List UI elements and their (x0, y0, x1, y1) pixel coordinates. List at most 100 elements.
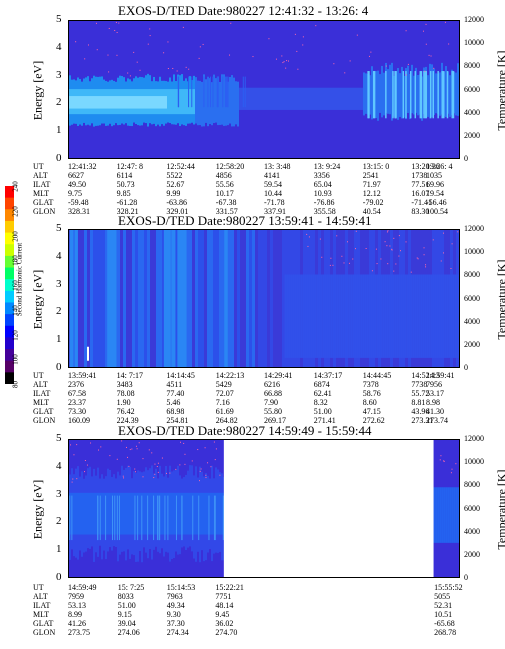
ephemeris-value: 7.90 (264, 398, 278, 407)
colorbar-swatch (5, 209, 14, 222)
ephemeris-value: 329.01 (166, 207, 189, 216)
y-tick-label: 3 (56, 68, 62, 81)
ephemeris-value: 8.99 (68, 610, 82, 619)
ephemeris-value: 8.81 (411, 398, 426, 407)
ephemeris-value: 273.31 (411, 416, 434, 425)
panel-title: EXOS-D/TED Date:980227 13:59:41 - 14:59:… (118, 213, 372, 228)
spectrogram-image (69, 440, 459, 577)
y-tick-label: 5 (56, 13, 62, 25)
colorbar-tick-label: 240 (11, 181, 20, 192)
ephemeris-value: 52.67 (166, 180, 185, 189)
panel-title: EXOS-D/TED Date:980227 12:41:32 - 13:26:… (118, 3, 369, 18)
ephemeris-value: 13: 3:48 (264, 162, 291, 171)
ephemeris-value: 4141 (264, 171, 280, 180)
ephemeris-value: 39.04 (117, 619, 136, 628)
ephemeris-row-label: GLON (33, 416, 56, 425)
ephemeris-value: 36.02 (215, 619, 234, 628)
spectrogram-image (69, 21, 459, 158)
colorbar-swatch (5, 337, 14, 350)
ephemeris-value: 6114 (116, 171, 133, 180)
ephemeris-value: -63.86 (166, 198, 188, 207)
ephemeris-value: -71.41 (411, 198, 433, 207)
ephemeris-value: 1.90 (116, 398, 131, 407)
ephemeris-row-label: GLON (33, 628, 56, 637)
ephemeris-value: 274.06 (117, 628, 140, 637)
ephemeris-row-label: GLON (33, 207, 56, 216)
ephemeris-value: 73.30 (68, 407, 86, 416)
ephemeris-value: 77.40 (166, 389, 185, 398)
ephemeris-value: 10.51 (434, 610, 453, 619)
ephemeris-row-label: UT (33, 162, 44, 171)
colorbar-swatch (5, 302, 14, 315)
colorbar-swatch (5, 186, 14, 199)
y-axis-label: Energy [eV] (30, 60, 45, 120)
ephemeris-value: 51.00 (313, 407, 332, 416)
ephemeris-value: 15:22:21 (215, 583, 244, 592)
y2-tick-label: 8000 (464, 480, 480, 490)
colorbar-tick-label: 80 (11, 381, 20, 388)
y2-tick-label: 0 (464, 363, 468, 372)
ephemeris-value: 14: 7:17 (116, 371, 144, 380)
y-tick-label: 1 (56, 543, 62, 556)
ephemeris-value: 6627 (68, 171, 84, 180)
ephemeris-value: 269.17 (264, 416, 286, 425)
colorbar-gradient (5, 186, 14, 384)
y-tick-label: 0 (56, 361, 62, 373)
y-tick-label: 1 (56, 333, 62, 346)
ephemeris-value: 47.15 (362, 407, 381, 416)
y-tick-label: 3 (56, 277, 62, 290)
ephemeris-value: 264.82 (215, 416, 238, 425)
ephemeris-value: 9.45 (215, 610, 230, 619)
ephemeris-value: 273.75 (68, 628, 90, 637)
ephemeris-value: 8033 (117, 592, 134, 601)
data-gap (223, 440, 434, 577)
ephemeris-value: 271.41 (313, 416, 336, 425)
y2-tick-label: 2000 (464, 130, 480, 140)
y2-tick-label: 12000 (464, 434, 484, 443)
ephemeris-value: 6874 (313, 380, 330, 389)
white-marker (87, 346, 89, 361)
ephemeris-row-label: UT (33, 371, 44, 380)
colorbar-swatch (5, 220, 14, 234)
ephemeris-value: 59.54 (264, 180, 282, 189)
colorbar-swatch (5, 360, 14, 373)
ephemeris-value: 52.31 (434, 601, 453, 610)
ephemeris-value: 10.44 (264, 189, 282, 198)
ephemeris-value: 13:15: 0 (362, 162, 390, 171)
ephemeris-value: 5.46 (166, 398, 181, 407)
ephemeris-value: 49.50 (68, 180, 86, 189)
ephemeris-value: 12:47: 8 (116, 162, 144, 171)
colorbar-label: Second Harmonic Current (15, 242, 24, 317)
ephemeris-value: 15:14:53 (166, 583, 196, 592)
ephemeris-value: 274.70 (215, 628, 238, 637)
ephemeris-value: 55.56 (215, 180, 234, 189)
ephemeris-value: 5055 (434, 592, 451, 601)
y2-tick-label: 10000 (464, 38, 484, 48)
ephemeris-value: 254.81 (166, 416, 189, 425)
ephemeris-value: 14:59:49 (68, 583, 97, 592)
ephemeris-value: 9.75 (68, 189, 82, 198)
ephemeris-value: -76.86 (313, 198, 335, 207)
ephemeris-row-label: ILAT (33, 601, 51, 610)
ephemeris-row-label: ILAT (33, 389, 51, 398)
y2-tick-label: 10000 (464, 457, 484, 467)
ephemeris-value: 53.13 (68, 601, 86, 610)
ephemeris-value: 12:41:32 (68, 162, 97, 171)
colorbar-swatch (5, 349, 14, 362)
ephemeris-row-label: ALT (33, 171, 48, 180)
colorbar-swatch (5, 244, 14, 257)
colorbar-swatch (5, 279, 14, 292)
y-tick-label: 3 (56, 487, 62, 500)
ephemeris-value: 272.62 (362, 416, 385, 425)
ephemeris-value: 7.16 (215, 398, 230, 407)
ephemeris-row-label: GLAT (33, 407, 54, 416)
ephemeris-value: 331.57 (215, 207, 238, 216)
y2-tick-label: 4000 (464, 107, 480, 117)
y2-tick-label: 8000 (464, 270, 480, 280)
ephemeris-value: 14:52:13 (411, 371, 440, 380)
ephemeris-value: 19.54 (426, 189, 444, 198)
ephemeris-value: 15:55:52 (434, 583, 463, 592)
y2-tick-label: 0 (464, 573, 468, 582)
ephemeris-row-label: UT (33, 583, 44, 592)
y2-tick-label: 0 (464, 154, 468, 163)
